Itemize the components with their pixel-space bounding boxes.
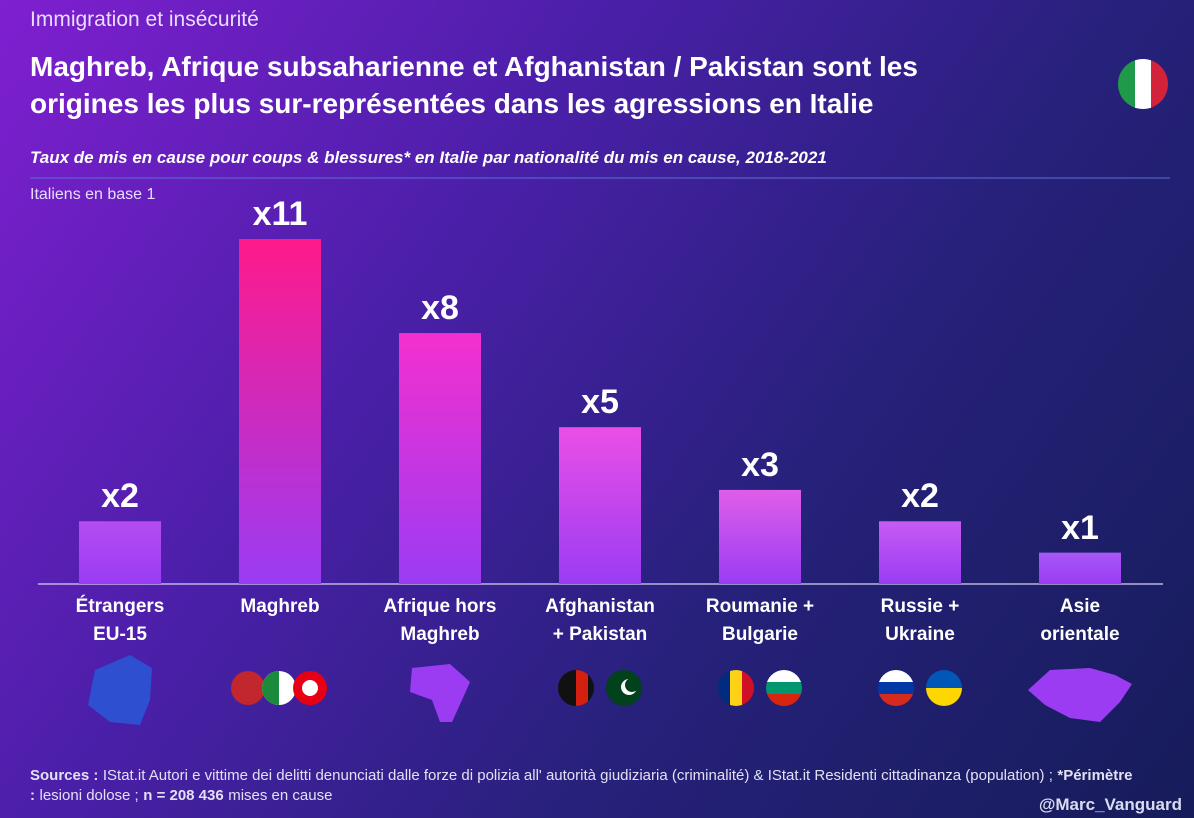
value-label: x5 (581, 383, 619, 422)
category-label: Russie + Ukraine (880, 596, 960, 645)
value-label: x2 (101, 477, 139, 516)
subtitle: Taux de mis en cause pour coups & blessu… (30, 148, 827, 167)
value-label: x11 (252, 195, 308, 233)
source-part: Sources : (30, 767, 99, 784)
value-label: x3 (741, 445, 779, 484)
bar (719, 489, 801, 584)
italy-flag (1118, 59, 1168, 109)
bar (79, 521, 161, 584)
kicker: Immigration et insécurité (30, 8, 259, 31)
category-label: Roumanie + Bulgarie (705, 596, 815, 645)
source-part: n = 208 436 (143, 787, 224, 804)
bar (559, 427, 641, 584)
bar (1039, 552, 1121, 584)
category-label: Afghanistan + Pakistan (545, 596, 655, 645)
bar (879, 521, 961, 584)
category-label: Maghreb (240, 596, 320, 617)
icons (88, 655, 1132, 725)
value-label: x2 (901, 477, 939, 516)
handle: @Marc_Vanguard (1038, 795, 1182, 814)
source-part: *Périmètre : (30, 767, 1133, 804)
source-part: lesioni dolose ; (39, 787, 139, 804)
category-label: Étrangers EU-15 (75, 596, 165, 645)
category-label: Asie orientale (1040, 596, 1120, 645)
bar (239, 239, 321, 584)
bar (399, 333, 481, 584)
chart-title: Maghreb, Afrique subsaharienne et Afghan… (30, 51, 918, 119)
source-part: mises en cause (228, 787, 333, 804)
source-part: IStat.it Autori e vittime dei delitti de… (102, 767, 1053, 784)
category-label: Afrique hors Maghreb (383, 596, 497, 645)
source: Sources : IStat.it Autori e vittime dei d… (30, 766, 1170, 806)
note: Italiens en base 1 (30, 186, 156, 203)
value-label: x8 (421, 289, 459, 328)
value-label: x1 (1061, 508, 1099, 547)
